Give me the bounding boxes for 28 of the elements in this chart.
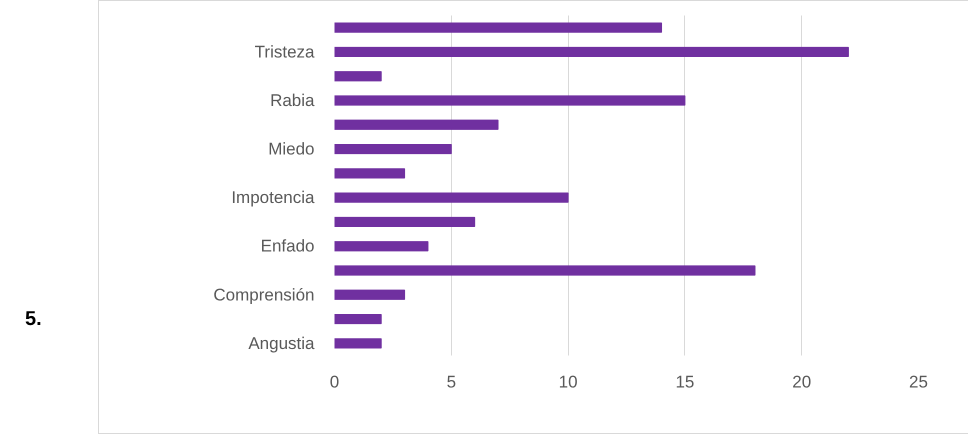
y-tick-label: Impotencia (231, 188, 316, 208)
y-tick-label: Rabia (270, 91, 316, 110)
x-tick-label: 25 (909, 372, 928, 392)
y-tick-label: Enfado (260, 236, 315, 256)
bar (334, 265, 756, 276)
y-tick-label: Comprensión (213, 285, 315, 304)
y-tick-label: Tristeza (254, 42, 316, 62)
bar (334, 95, 686, 106)
x-tick-label: 0 (330, 372, 340, 392)
y-tick-label: Angustia (248, 334, 316, 353)
x-tick-label: 5 (446, 372, 456, 392)
bar (334, 22, 662, 33)
text: 5. (24, 307, 42, 332)
bar (334, 290, 406, 300)
bar (334, 192, 569, 203)
bar (334, 71, 382, 82)
bar (334, 46, 849, 58)
x-tick-label: 20 (792, 372, 812, 392)
bar (334, 144, 452, 154)
bar (334, 241, 428, 252)
bar (334, 338, 382, 348)
bar (334, 168, 406, 178)
bar (334, 314, 382, 324)
x-tick-label: 10 (558, 372, 578, 392)
x-tick-label: 15 (675, 372, 694, 392)
y-tick-label: Miedo (268, 140, 315, 159)
bar (334, 216, 476, 228)
bar (334, 120, 499, 130)
